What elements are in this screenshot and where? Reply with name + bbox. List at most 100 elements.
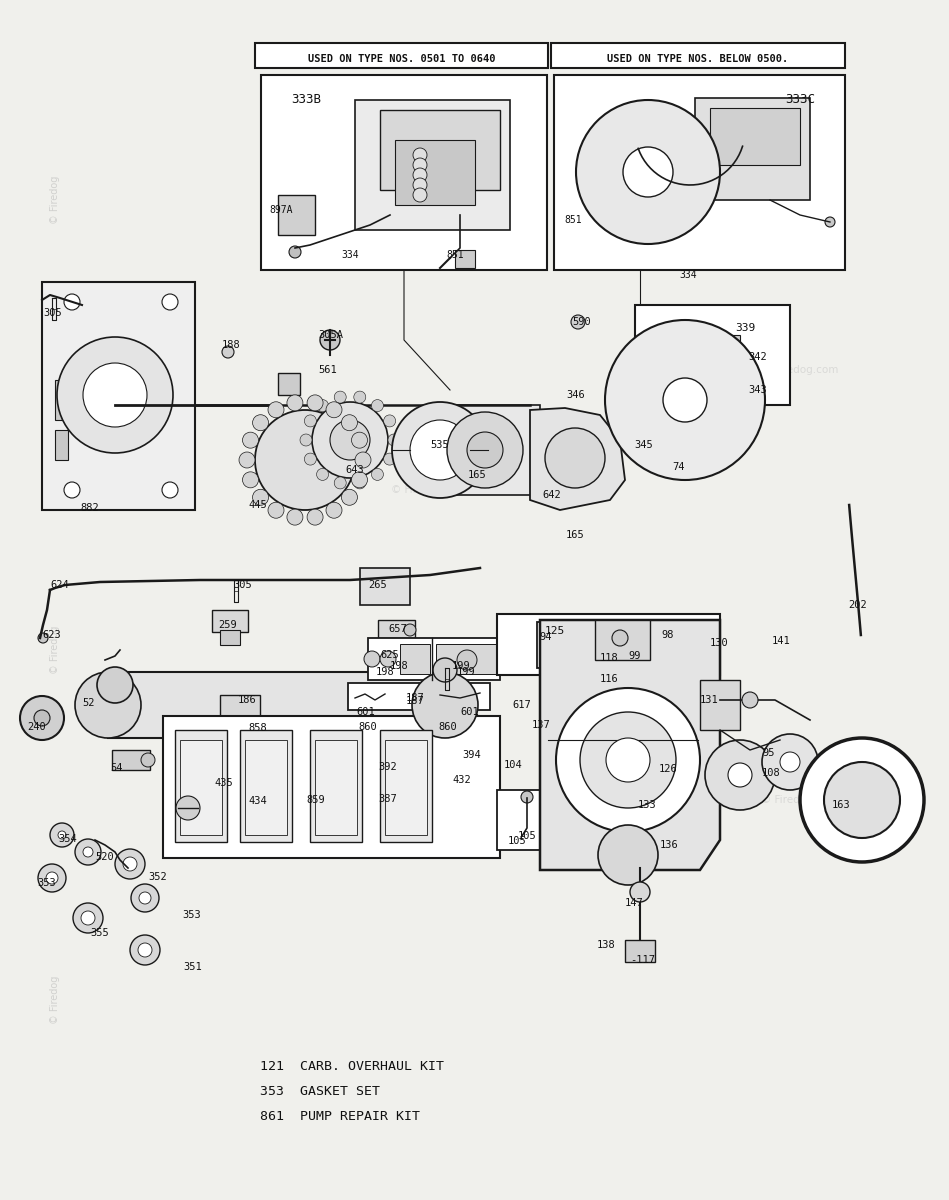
Text: 353: 353 xyxy=(37,878,56,888)
Text: 657: 657 xyxy=(388,624,407,634)
Circle shape xyxy=(139,892,151,904)
Text: 198: 198 xyxy=(390,661,409,671)
Circle shape xyxy=(742,692,758,708)
Text: 98: 98 xyxy=(661,630,674,640)
Circle shape xyxy=(252,490,269,505)
Bar xyxy=(245,740,287,835)
Circle shape xyxy=(413,148,427,162)
Circle shape xyxy=(307,395,323,410)
Text: 617: 617 xyxy=(512,700,530,710)
Text: 121  CARB. OVERHAUL KIT: 121 CARB. OVERHAUL KIT xyxy=(260,1060,444,1073)
Circle shape xyxy=(312,402,388,478)
Circle shape xyxy=(342,490,358,505)
Bar xyxy=(700,680,740,730)
Text: 188: 188 xyxy=(222,340,241,350)
Text: USED ON TYPE NOS. 0501 TO 0640: USED ON TYPE NOS. 0501 TO 0640 xyxy=(307,54,495,65)
Circle shape xyxy=(252,415,269,431)
Circle shape xyxy=(326,402,342,418)
Bar xyxy=(497,614,720,674)
Text: 95: 95 xyxy=(762,748,774,758)
Circle shape xyxy=(433,658,457,682)
Circle shape xyxy=(75,839,101,865)
Text: 305: 305 xyxy=(43,308,62,318)
Text: 590: 590 xyxy=(572,317,590,326)
Circle shape xyxy=(326,503,342,518)
Text: 339: 339 xyxy=(735,323,755,332)
Bar xyxy=(695,98,810,200)
Text: 199: 199 xyxy=(456,667,475,677)
Circle shape xyxy=(289,246,301,258)
Bar xyxy=(55,430,68,460)
Circle shape xyxy=(287,395,303,410)
Text: 387: 387 xyxy=(378,794,397,804)
Text: 165: 165 xyxy=(566,530,585,540)
Circle shape xyxy=(130,935,160,965)
Bar xyxy=(163,716,500,858)
Text: 435: 435 xyxy=(214,778,233,788)
Text: 240: 240 xyxy=(27,722,46,732)
Circle shape xyxy=(138,943,152,958)
Circle shape xyxy=(115,850,145,878)
Bar xyxy=(278,194,315,235)
Circle shape xyxy=(162,294,178,310)
Bar xyxy=(220,695,260,724)
Text: USED ON TYPE NOS. BELOW 0500.: USED ON TYPE NOS. BELOW 0500. xyxy=(607,54,789,65)
Bar xyxy=(255,43,548,68)
Text: 137: 137 xyxy=(532,720,550,730)
Text: 392: 392 xyxy=(378,762,397,772)
Text: 354: 354 xyxy=(58,834,77,844)
Text: 859: 859 xyxy=(306,794,325,805)
Circle shape xyxy=(413,158,427,172)
Circle shape xyxy=(46,872,58,884)
Circle shape xyxy=(545,428,605,488)
Bar xyxy=(710,108,800,164)
Circle shape xyxy=(410,420,470,480)
Circle shape xyxy=(354,391,365,403)
Text: 343: 343 xyxy=(748,385,767,395)
Bar xyxy=(175,730,227,842)
Text: 187: 187 xyxy=(406,696,425,706)
Circle shape xyxy=(825,217,835,227)
Circle shape xyxy=(317,400,328,412)
Circle shape xyxy=(556,688,700,832)
Circle shape xyxy=(800,738,924,862)
Text: 305A: 305A xyxy=(318,330,343,340)
Bar xyxy=(360,568,410,605)
Bar xyxy=(240,730,292,842)
Text: 861  PUMP REPAIR KIT: 861 PUMP REPAIR KIT xyxy=(260,1110,420,1123)
Bar xyxy=(55,380,68,420)
Text: 141: 141 xyxy=(772,636,791,646)
Text: 858: 858 xyxy=(248,722,267,733)
Circle shape xyxy=(576,100,720,244)
Text: 561: 561 xyxy=(318,365,337,374)
Circle shape xyxy=(38,864,66,892)
Bar xyxy=(700,335,740,365)
Text: 305: 305 xyxy=(233,580,251,590)
Bar xyxy=(497,790,563,850)
Text: 187: 187 xyxy=(405,692,424,703)
Circle shape xyxy=(351,472,367,488)
Bar xyxy=(380,730,432,842)
Circle shape xyxy=(780,752,800,772)
Circle shape xyxy=(83,847,93,857)
Bar xyxy=(436,644,498,674)
Text: 352: 352 xyxy=(148,872,167,882)
Text: -117: -117 xyxy=(630,955,655,965)
Bar xyxy=(261,74,547,270)
Circle shape xyxy=(700,340,720,360)
Text: © Firedog: © Firedog xyxy=(50,176,60,224)
Circle shape xyxy=(176,796,200,820)
Text: 882: 882 xyxy=(80,503,99,514)
Text: 520: 520 xyxy=(95,852,114,862)
Text: 202: 202 xyxy=(848,600,866,610)
Circle shape xyxy=(663,378,707,422)
Text: 601: 601 xyxy=(356,707,375,716)
Circle shape xyxy=(239,452,255,468)
Circle shape xyxy=(50,823,74,847)
Circle shape xyxy=(630,882,650,902)
Text: 334: 334 xyxy=(341,250,359,260)
Text: 434: 434 xyxy=(248,796,267,806)
Text: 334: 334 xyxy=(679,270,697,280)
Text: © Firedog: © Firedog xyxy=(50,626,60,674)
Text: 118: 118 xyxy=(600,653,619,662)
